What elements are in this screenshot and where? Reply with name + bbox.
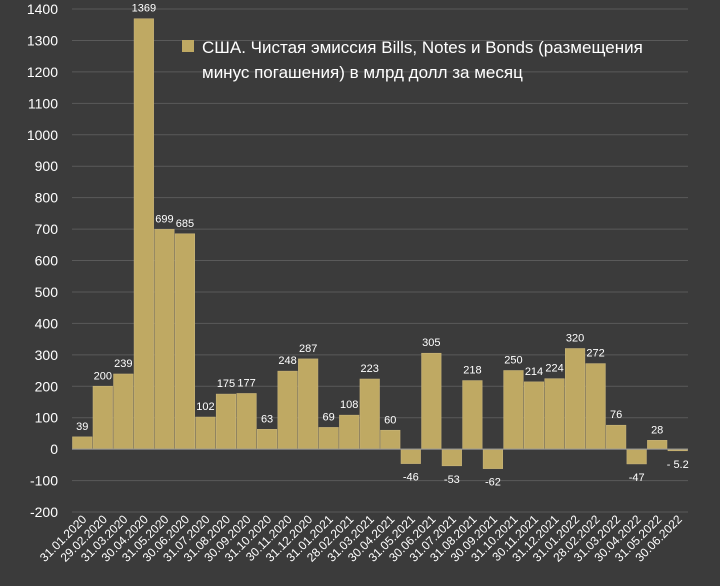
data-label: 248: [278, 355, 296, 367]
bar-31.03.2020: [113, 373, 134, 450]
bar-31.08.2020: [215, 393, 237, 450]
y-tick-label: 800: [35, 190, 59, 206]
y-tick-label: 900: [35, 158, 59, 174]
bar-31.03.2021: [359, 378, 380, 450]
x-axis-tick-labels: 31.01.202029.02.202031.03.202030.04.2020…: [37, 512, 685, 565]
bar-31.01.2020: [72, 436, 93, 450]
bar-31.07.2021: [441, 448, 462, 467]
data-label: 60: [384, 414, 396, 426]
data-label: -62: [485, 477, 501, 489]
bar-30.09.2020: [236, 393, 257, 450]
bar-31.08.2021: [462, 380, 483, 450]
y-tick-label: 500: [35, 284, 59, 300]
data-label: 250: [504, 355, 522, 367]
data-label: 218: [463, 365, 481, 377]
y-tick-label: 1200: [27, 64, 58, 80]
y-tick-label: -100: [30, 473, 58, 489]
bar-30.11.2021: [523, 381, 545, 450]
bar-28.02.2022: [585, 363, 606, 450]
y-tick-label: 100: [35, 410, 59, 426]
legend: США. Чистая эмиссия Bills, Notes и Bonds…: [182, 38, 643, 82]
bar-30.09.2021: [482, 448, 503, 469]
bar-31.05.2022: [647, 440, 668, 450]
data-label: 28: [651, 424, 663, 436]
data-label: 200: [94, 370, 112, 382]
bar-31.12.2021: [544, 378, 565, 450]
gridlines: [72, 8, 688, 513]
legend-swatch: [182, 40, 194, 52]
data-label: 223: [361, 363, 379, 375]
bar-30.04.2021: [380, 429, 401, 450]
bar-29.02.2020: [92, 385, 113, 450]
y-tick-label: 1000: [27, 127, 58, 143]
legend-label-line-1: США. Чистая эмиссия Bills, Notes и Bonds…: [202, 38, 643, 57]
bar-31.01.2021: [318, 427, 339, 450]
data-label: -47: [629, 472, 645, 484]
data-label: 63: [261, 413, 273, 425]
data-label: 287: [299, 343, 317, 355]
data-label: 102: [196, 401, 214, 413]
bar-30.11.2020: [277, 370, 298, 450]
data-label: 699: [155, 213, 173, 225]
data-label: 214: [525, 366, 543, 378]
data-label: -53: [444, 474, 460, 486]
bar-31.05.2020: [154, 229, 175, 450]
y-tick-label: -200: [30, 504, 58, 520]
bar-30.06.2021: [421, 352, 442, 450]
bar-31.10.2020: [256, 429, 278, 450]
bar-31.05.2021: [400, 448, 421, 464]
bar-31.10.2021: [503, 370, 524, 450]
bar-30.04.2022: [626, 448, 647, 465]
data-label: 305: [422, 337, 440, 349]
data-label: 272: [586, 348, 604, 360]
data-label: 108: [340, 399, 358, 411]
y-tick-label: 200: [35, 378, 59, 394]
bar-30.04.2020: [133, 18, 154, 450]
data-label: 685: [176, 218, 194, 230]
y-tick-label: 300: [35, 347, 59, 363]
data-label: -46: [403, 472, 419, 484]
data-label: 177: [237, 377, 255, 389]
data-label: 69: [323, 411, 335, 423]
y-tick-label: 0: [50, 441, 58, 457]
bar-31.01.2022: [564, 348, 586, 450]
bar-30.06.2020: [174, 233, 196, 450]
y-tick-label: 1100: [28, 95, 58, 111]
bar-31.03.2022: [606, 424, 627, 450]
y-tick-label: 700: [35, 221, 59, 237]
data-label: 1369: [132, 3, 156, 15]
y-tick-label: 400: [35, 315, 59, 331]
y-tick-label: 1300: [27, 32, 58, 48]
y-tick-label: 1400: [27, 1, 58, 17]
data-label: 239: [114, 358, 132, 370]
y-tick-label: 600: [35, 253, 59, 269]
data-label: 224: [545, 363, 563, 375]
bar-31.12.2020: [298, 358, 319, 450]
bars: [72, 18, 688, 469]
data-label: 39: [76, 421, 88, 433]
data-label: 320: [566, 333, 584, 345]
data-label: 76: [610, 409, 622, 421]
y-axis-tick-labels: 1400130012001100100090080070060050040030…: [27, 1, 58, 520]
bar-31.07.2020: [195, 416, 216, 450]
data-label: 175: [217, 378, 235, 390]
legend-label-line-2: минус погашения) в млрд долл за месяц: [202, 63, 523, 82]
bar-28.02.2021: [339, 414, 360, 450]
data-label: - 5.2: [667, 459, 689, 471]
